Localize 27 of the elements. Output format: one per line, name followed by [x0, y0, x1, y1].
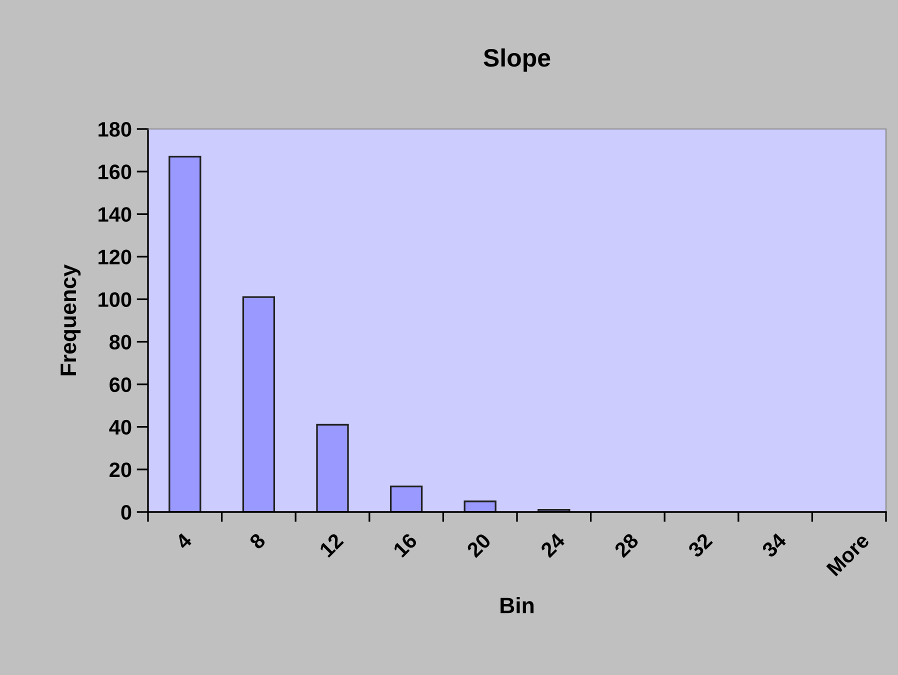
y-tick-label: 100 — [98, 292, 132, 307]
y-tick-label: 60 — [110, 377, 132, 392]
y-tick-label: 80 — [110, 334, 132, 350]
x-tick-label: 34 — [760, 532, 788, 558]
y-tick-label: 20 — [110, 462, 132, 478]
y-tick-label: 120 — [98, 250, 132, 264]
bar — [390, 486, 423, 512]
y-axis-title: Frequency — [60, 264, 81, 376]
y-tick-label: 0 — [121, 505, 132, 520]
bar — [316, 424, 349, 512]
y-tick-label: 40 — [109, 420, 132, 435]
x-axis-title: Bin — [500, 597, 534, 614]
y-tick-label: 140 — [98, 207, 132, 222]
x-tick-label: 4 — [174, 532, 193, 550]
x-tick-label: 32 — [687, 532, 714, 558]
x-tick-label: 8 — [248, 532, 266, 550]
bar — [168, 156, 202, 512]
x-tick-label: 28 — [614, 532, 640, 558]
x-tick-label: 24 — [540, 532, 566, 558]
chart-title: Slope — [484, 48, 550, 72]
y-tick-label: 180 — [98, 122, 132, 137]
bar — [464, 500, 496, 512]
x-tick-label: 16 — [392, 532, 418, 558]
x-tick-label: 20 — [466, 532, 492, 558]
bar — [242, 296, 276, 512]
y-tick-label: 160 — [98, 164, 132, 180]
x-tick-label: 12 — [318, 532, 344, 558]
